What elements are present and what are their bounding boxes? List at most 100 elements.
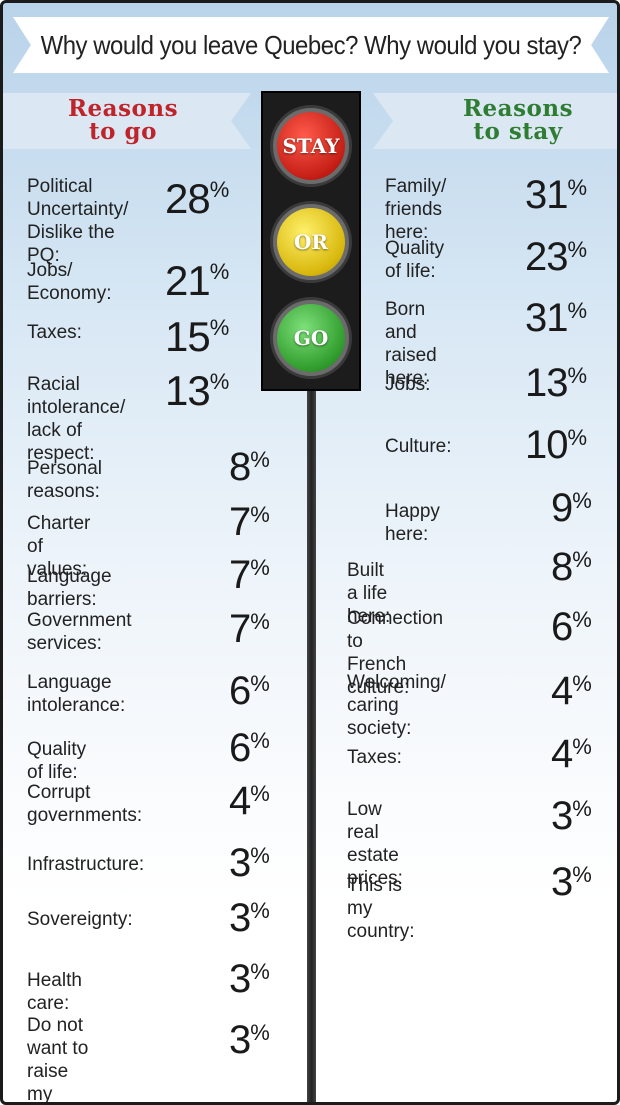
go-reason-label: Language barriers: xyxy=(27,566,112,610)
percent-sign: % xyxy=(250,1020,270,1045)
percent-sign: % xyxy=(567,237,588,262)
reasons-to-go-ribbon: Reasons to go xyxy=(3,93,251,149)
percent-sign: % xyxy=(572,796,592,821)
percent-value: 23 xyxy=(525,235,568,279)
go-reason-label: Personal reasons: xyxy=(27,458,102,502)
go-reason-percent: 3% xyxy=(229,957,270,1002)
stay-lamp-label: STAY xyxy=(277,112,345,180)
stay-reason-percent: 23% xyxy=(525,235,587,280)
percent-sign: % xyxy=(250,671,270,696)
go-reason-label: Infrastructure: xyxy=(27,854,145,875)
percent-value: 31 xyxy=(525,296,568,340)
percent-sign: % xyxy=(567,363,588,388)
percent-sign: % xyxy=(572,862,592,887)
stay-reason-percent: 9% xyxy=(551,486,592,531)
percent-sign: % xyxy=(572,607,592,632)
go-reason-percent: 28% xyxy=(165,175,229,223)
percent-sign: % xyxy=(567,175,588,200)
percent-value: 10 xyxy=(525,423,568,467)
stay-reason-percent: 10% xyxy=(525,423,587,468)
percent-value: 3 xyxy=(229,841,251,885)
percent-value: 6 xyxy=(551,605,573,649)
percent-sign: % xyxy=(250,447,270,472)
go-reason-label: Jobs/ Economy: xyxy=(27,260,112,304)
reasons-to-stay-heading: Reasons to stay xyxy=(462,95,574,145)
go-reason-label: Sovereignty: xyxy=(27,909,133,930)
go-reason-label: Racial intolerance/ lack of respect: xyxy=(27,374,126,464)
stay-reason-percent: 31% xyxy=(525,296,587,341)
stay-reason-label: Built a life here: xyxy=(347,560,391,627)
stay-reason-label: This is my country: xyxy=(347,875,415,942)
go-reason-label: Health care: xyxy=(27,970,82,1014)
traffic-light: STAY OR GO xyxy=(261,91,361,391)
stay-reason-percent: 4% xyxy=(551,669,592,714)
go-reason-label: Quality of life: xyxy=(27,739,87,783)
or-lamp-label: OR xyxy=(277,208,345,276)
stay-reason-percent: 3% xyxy=(551,794,592,839)
go-reason-percent: 6% xyxy=(229,726,270,771)
percent-value: 3 xyxy=(551,794,573,838)
percent-value: 3 xyxy=(229,896,251,940)
go-reason-percent: 3% xyxy=(229,896,270,941)
stay-reason-percent: 31% xyxy=(525,173,587,218)
percent-value: 3 xyxy=(229,957,251,1001)
percent-value: 9 xyxy=(551,486,573,530)
percent-sign: % xyxy=(572,734,592,759)
stay-reason-label: Quality of life: xyxy=(385,238,445,282)
stay-reason-label: Welcoming/ caring society: xyxy=(347,672,446,739)
percent-value: 21 xyxy=(165,257,211,304)
stay-reason-label: Family/ friends here: xyxy=(385,176,447,243)
percent-sign: % xyxy=(250,502,270,527)
go-reason-percent: 3% xyxy=(229,1018,270,1063)
percent-sign: % xyxy=(250,609,270,634)
percent-sign: % xyxy=(209,177,230,202)
percent-sign: % xyxy=(250,728,270,753)
percent-sign: % xyxy=(572,488,592,513)
go-reason-label: Corrupt governments: xyxy=(27,782,143,826)
go-reason-percent: 4% xyxy=(229,779,270,824)
go-lamp-label: GO xyxy=(277,304,345,372)
go-reason-percent: 8% xyxy=(229,445,270,490)
go-reason-label: Government services: xyxy=(27,610,132,654)
percent-value: 7 xyxy=(229,553,251,597)
stay-reason-label: Happy here: xyxy=(385,501,440,545)
percent-value: 4 xyxy=(229,779,251,823)
title-banner: Why would you leave Quebec? Why would yo… xyxy=(13,17,609,73)
go-reason-percent: 7% xyxy=(229,607,270,652)
percent-value: 4 xyxy=(551,669,573,713)
stay-reason-label: Jobs: xyxy=(385,374,431,395)
percent-sign: % xyxy=(209,259,230,284)
stay-reason-percent: 8% xyxy=(551,545,592,590)
percent-value: 7 xyxy=(229,607,251,651)
go-reason-percent: 6% xyxy=(229,669,270,714)
go-reason-percent: 21% xyxy=(165,257,229,305)
stay-reason-label: Culture: xyxy=(385,436,452,457)
percent-value: 15 xyxy=(165,313,211,360)
go-reason-percent: 7% xyxy=(229,500,270,545)
percent-sign: % xyxy=(567,425,588,450)
percent-value: 6 xyxy=(229,669,251,713)
percent-value: 31 xyxy=(525,173,568,217)
go-reason-label: Political Uncertainty/ Dislike the PQ: xyxy=(27,176,129,266)
percent-value: 3 xyxy=(551,860,573,904)
percent-value: 13 xyxy=(525,361,568,405)
percent-sign: % xyxy=(209,315,230,340)
go-reason-percent: 15% xyxy=(165,313,229,361)
go-reason-percent: 7% xyxy=(229,553,270,598)
percent-sign: % xyxy=(250,555,270,580)
go-reason-label: Do not want to raise my children here: xyxy=(27,1015,89,1105)
percent-value: 8 xyxy=(229,445,251,489)
percent-sign: % xyxy=(250,898,270,923)
percent-value: 4 xyxy=(551,732,573,776)
percent-value: 3 xyxy=(229,1018,251,1062)
stay-reason-label: Taxes: xyxy=(347,747,402,768)
or-lamp: OR xyxy=(270,201,352,283)
reasons-to-stay-ribbon: Reasons to stay xyxy=(373,93,617,149)
stay-reason-percent: 6% xyxy=(551,605,592,650)
page-title: Why would you leave Quebec? Why would yo… xyxy=(40,29,582,60)
stay-reason-label: Low real estate prices: xyxy=(347,799,403,889)
traffic-light-pole xyxy=(307,383,316,1102)
percent-value: 7 xyxy=(229,500,251,544)
percent-value: 28 xyxy=(165,175,211,222)
